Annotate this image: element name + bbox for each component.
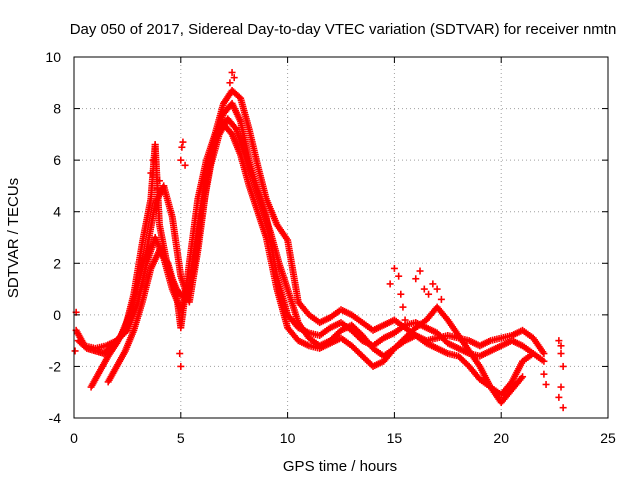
data-point bbox=[226, 79, 234, 87]
data-point bbox=[542, 380, 550, 388]
data-point bbox=[395, 272, 403, 280]
data-point bbox=[529, 350, 537, 358]
data-point bbox=[555, 393, 563, 401]
y-tick-labels: -4 -2 0 2 4 6 8 10 bbox=[45, 49, 61, 426]
x-tick-label: 5 bbox=[177, 430, 185, 446]
x-tick-label: 20 bbox=[493, 430, 509, 446]
x-tick-label: 10 bbox=[280, 430, 296, 446]
data-point bbox=[397, 290, 405, 298]
data-point bbox=[178, 143, 186, 151]
data-point bbox=[559, 362, 567, 370]
data-point bbox=[71, 347, 79, 355]
data-point bbox=[177, 156, 185, 164]
data-point bbox=[412, 275, 420, 283]
data-point bbox=[390, 264, 398, 272]
y-tick-label: 4 bbox=[53, 204, 61, 220]
data-point bbox=[181, 161, 189, 169]
data-point bbox=[540, 357, 548, 365]
data-point bbox=[540, 350, 548, 358]
data-point bbox=[559, 404, 567, 412]
y-tick-label: 10 bbox=[45, 49, 61, 65]
y-tick-label: -2 bbox=[49, 358, 62, 374]
data-point bbox=[399, 303, 407, 311]
x-tick-label: 0 bbox=[70, 430, 78, 446]
x-tick-label: 15 bbox=[387, 430, 403, 446]
data-point bbox=[557, 350, 565, 358]
data-point bbox=[420, 285, 428, 293]
data-point bbox=[540, 370, 548, 378]
y-tick-label: 8 bbox=[53, 101, 61, 117]
data-point bbox=[176, 350, 184, 358]
y-tick-label: 0 bbox=[53, 307, 61, 323]
y-tick-label: 6 bbox=[53, 152, 61, 168]
y-tick-label: 2 bbox=[53, 255, 61, 271]
x-axis-label: GPS time / hours bbox=[283, 458, 397, 475]
data-point bbox=[177, 362, 185, 370]
y-tick-label: -4 bbox=[49, 410, 62, 426]
data-point bbox=[416, 267, 424, 275]
data-point bbox=[557, 383, 565, 391]
chart-title: Day 050 of 2017, Sidereal Day-to-day VTE… bbox=[70, 21, 617, 38]
data-point bbox=[425, 290, 433, 298]
x-tick-label: 25 bbox=[600, 430, 616, 446]
y-axis-label: SDTVAR / TECUs bbox=[5, 178, 22, 298]
x-tick-labels: 0 5 10 15 20 25 bbox=[70, 430, 616, 446]
data-point bbox=[386, 280, 394, 288]
data-points bbox=[71, 68, 567, 412]
data-point bbox=[179, 138, 187, 146]
data-point bbox=[429, 280, 437, 288]
data-point bbox=[433, 285, 441, 293]
data-point bbox=[437, 295, 445, 303]
